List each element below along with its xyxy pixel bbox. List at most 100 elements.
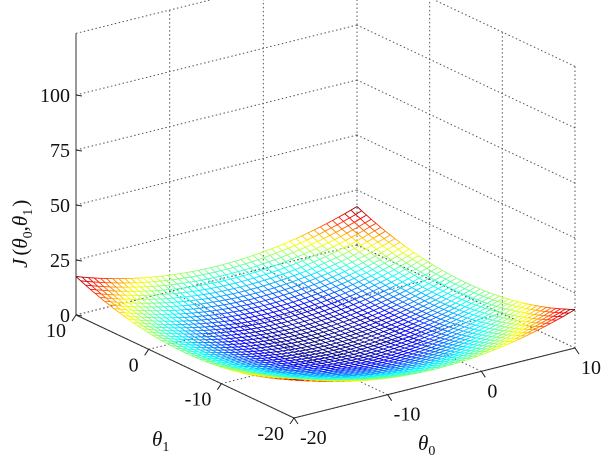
mesh-line [426,345,432,348]
mesh-line [306,330,313,334]
mesh-line [383,238,390,243]
mesh-line [244,329,250,334]
mesh-line [393,314,399,318]
mesh-line [360,244,366,250]
mesh-line [349,214,356,219]
mesh-line [388,290,395,295]
mesh-line [162,310,168,315]
mesh-line [235,281,242,284]
mesh-line [259,273,267,277]
mesh-line [335,228,343,233]
mesh-line [338,351,344,355]
mesh-line [323,291,329,296]
mesh-line [323,345,330,349]
mesh-line [372,359,378,362]
mesh-line [374,341,380,345]
mesh-line [357,307,364,311]
mesh-line [225,298,232,301]
mesh-line [82,276,89,279]
mesh-line [376,299,382,303]
mesh-line [238,330,244,335]
mesh-line [523,316,529,319]
mesh-line [329,288,335,293]
mesh-line [308,254,316,259]
mesh-line [327,351,333,355]
mesh-line [236,275,244,278]
mesh-line [224,320,231,322]
mesh-line [370,339,376,343]
mesh-line [178,277,185,280]
mesh-line [201,355,207,359]
mesh-line [457,311,465,316]
mesh-line [417,322,425,327]
mesh-line [364,222,371,228]
mesh-line [299,350,305,354]
mesh-line [110,301,116,306]
mesh-line [366,350,372,354]
mesh-line [465,282,471,286]
mesh-line [326,220,333,225]
mesh-line [265,336,272,339]
mesh-line [204,267,211,270]
mesh-line [379,284,386,289]
mesh-line [425,294,431,299]
mesh-line [336,257,342,262]
mesh-line [389,266,395,270]
mesh-line [241,336,248,341]
mesh-line [396,301,404,306]
mesh-line [228,308,234,313]
mesh-line [403,348,410,352]
mesh-line [403,350,409,354]
mesh-line [208,273,215,279]
mesh-line [320,338,328,341]
mesh-line [196,298,203,301]
mesh-line [309,321,316,325]
mesh-line [239,343,245,347]
mesh-line [203,330,209,334]
mesh-line [475,286,481,290]
mesh-line [437,284,445,290]
mesh-line [421,307,429,312]
mesh-line [483,330,489,333]
mesh-line [307,326,315,330]
mesh-line [182,305,188,310]
mesh-line [170,283,178,286]
mesh-line [456,330,464,335]
mesh-line [198,351,204,355]
mesh-line [426,310,433,314]
z-tick-mark [75,149,83,152]
mesh-line [387,314,395,319]
mesh-line [351,330,357,335]
mesh-line [393,375,400,378]
mesh-line [450,336,456,339]
mesh-line [363,284,369,289]
mesh-line [434,318,441,323]
mesh-line [341,306,348,310]
mesh-line [184,276,191,279]
mesh-line [340,330,346,334]
mesh-line [325,302,332,307]
mesh-line [334,263,341,269]
mesh-line [507,315,515,320]
mesh-line [317,345,325,348]
mesh-line [330,354,338,358]
mesh-line [356,312,362,316]
mesh-line [517,316,524,321]
mesh-line [515,320,523,325]
mesh-line [337,363,344,366]
mesh-line [391,278,398,283]
mesh-line [153,280,161,283]
mesh-line [265,317,271,322]
mesh-line [388,330,395,335]
mesh-line [361,268,367,273]
mesh-line [214,270,222,273]
mesh-line [311,312,319,316]
mesh-line [400,309,407,313]
mesh-line [292,363,300,366]
mesh-line [263,325,270,328]
mesh-line [309,280,315,285]
mesh-line [363,324,370,328]
mesh-line [286,283,292,288]
mesh-line [262,263,268,269]
mesh-line [440,276,446,280]
